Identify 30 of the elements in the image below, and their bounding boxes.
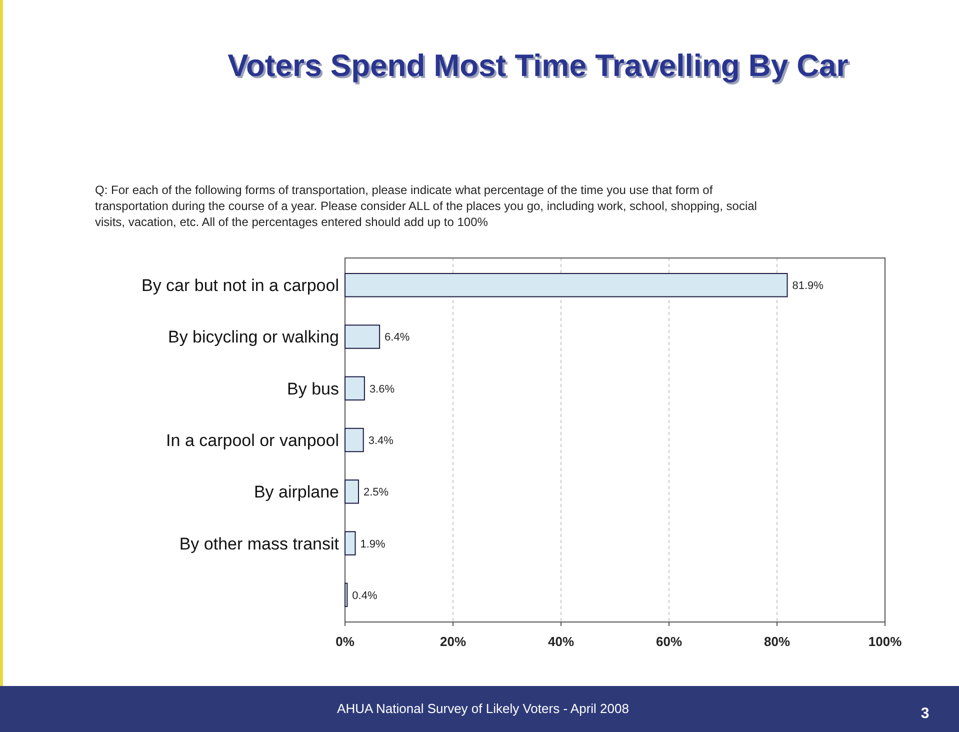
text: AHUA National Survey of Likely Voters - April 2008 (337, 701, 629, 716)
x-tick-label: 80% (764, 634, 790, 649)
bar (344, 531, 356, 556)
y-tick-label: By bus (287, 379, 339, 398)
data-label: 81.9% (792, 280, 824, 292)
chart-subtitle: Q: For each of the following forms of transportation, please indicate what percentage of the time you use that form of transportation during the course of a year. Please consider ALL of the places you go, including work, school, shopping, social visits, vacation, etc. All of the percentages entered should add up to 100% (95, 183, 757, 229)
bar (344, 376, 365, 400)
bar (344, 324, 380, 349)
data-label: 3.4% (368, 435, 394, 447)
bar (344, 480, 359, 504)
x-tick-label: 100% (868, 634, 902, 649)
bar (344, 428, 364, 452)
y-tick-label: By other mass transit (179, 534, 340, 554)
x-tick-label: 40% (548, 634, 574, 649)
y-tick-label: In a carpool or vanpool (166, 431, 339, 450)
text: 3 (920, 705, 930, 722)
data-label: 1.9% (360, 538, 386, 550)
x-tick-label: 20% (440, 634, 466, 649)
y-tick-label: By airplane (254, 482, 339, 502)
x-tick-label: 60% (656, 634, 682, 649)
data-label: 6.4% (384, 332, 410, 344)
y-tick-label: By car but not in a carpool (141, 276, 339, 296)
x-tick-label: 0% (336, 634, 355, 649)
data-label: 0.4% (352, 590, 378, 602)
data-label: 2.5% (364, 486, 389, 499)
y-tick-label: By bicycling or walking (168, 328, 339, 347)
bar (344, 272, 788, 298)
bar (344, 582, 348, 608)
data-label: 3.6% (369, 383, 395, 396)
chart-title: Voters Spend Most Time Travelling By Car (230, 50, 850, 85)
